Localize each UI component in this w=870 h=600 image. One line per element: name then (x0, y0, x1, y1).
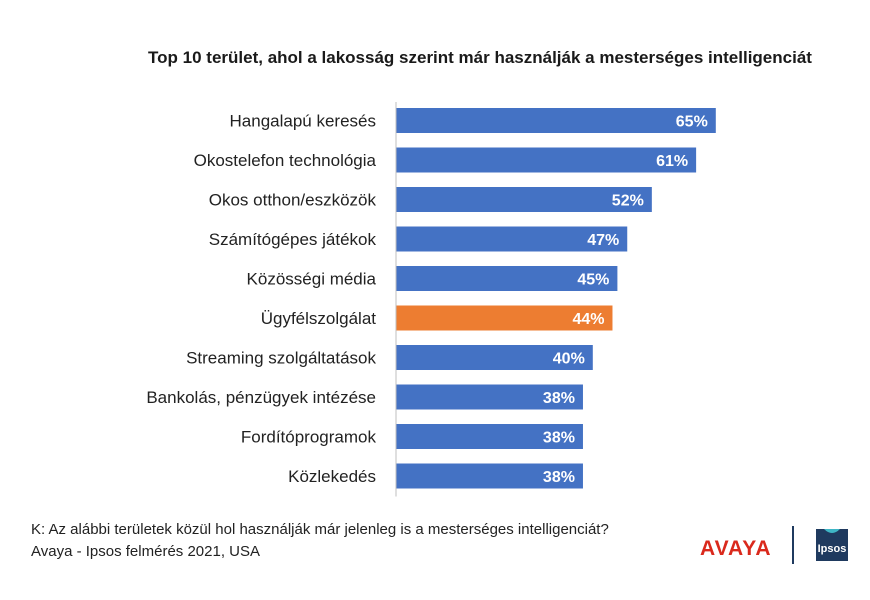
category-label: Közlekedés (288, 467, 376, 486)
value-label: 44% (572, 311, 604, 328)
bar (396, 108, 716, 133)
logo-divider (792, 526, 794, 564)
category-label: Okos otthon/eszközök (209, 191, 377, 210)
chart-title: Top 10 terület, ahol a lakosság szerint … (148, 48, 812, 67)
question-note: K: Az alábbi területek közül hol használ… (31, 521, 609, 538)
value-label: 38% (543, 390, 575, 407)
source-note: Avaya - Ipsos felmérés 2021, USA (31, 543, 260, 560)
value-label: 52% (612, 193, 644, 210)
value-label: 40% (553, 351, 585, 368)
value-label: 61% (656, 153, 688, 170)
value-label: 45% (577, 272, 609, 289)
bar (396, 424, 583, 449)
bar (396, 226, 628, 252)
value-label: 65% (676, 114, 708, 131)
category-label: Közösségi média (247, 270, 377, 289)
ipsos-logo-text: Ipsos (817, 543, 847, 555)
category-label: Ügyfélszolgálat (261, 309, 377, 328)
value-label: 47% (587, 232, 619, 249)
bar (396, 384, 583, 410)
category-label: Fordítóprogramok (241, 428, 377, 447)
avaya-logo: AVAYA (700, 537, 772, 560)
category-label: Hangalapú keresés (230, 112, 376, 131)
footer: K: Az alábbi területek közül hol használ… (31, 519, 609, 563)
category-label: Okostelefon technológia (194, 151, 377, 170)
bar-chart: Hangalapú keresés 65% Okostelefon technoló… (146, 102, 716, 497)
bar (396, 305, 613, 331)
bar (396, 345, 593, 370)
category-label: Számítógépes játékok (209, 230, 377, 249)
ipsos-logo: Ipsos (812, 527, 852, 563)
ipsos-logo-shape (816, 529, 848, 561)
category-label: Streaming szolgáltatások (186, 349, 376, 368)
bar (396, 463, 583, 489)
category-label: Bankolás, pénzügyek intézése (146, 388, 376, 407)
value-label: 38% (543, 469, 575, 486)
bar (396, 187, 652, 212)
bar (396, 147, 697, 173)
bar (396, 266, 618, 291)
value-label: 38% (543, 430, 575, 447)
